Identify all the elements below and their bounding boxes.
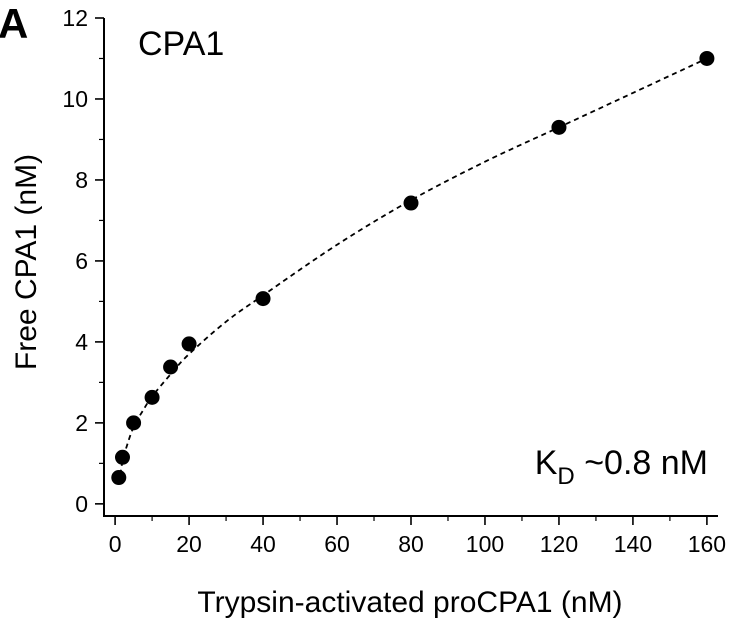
y-axis-title: Free CPA1 (nM)	[10, 154, 43, 370]
data-point	[255, 291, 271, 307]
data-point	[163, 359, 179, 375]
x-tick-label: 60	[324, 531, 350, 557]
kd-annotation-main: K	[535, 444, 558, 482]
x-tick-label: 140	[614, 531, 652, 557]
fit-curve	[117, 57, 708, 484]
x-axis-title: Trypsin-activated proCPA1 (nM)	[197, 586, 622, 619]
data-point	[114, 449, 130, 465]
x-tick-label: 100	[466, 531, 504, 557]
y-tick-label: 10	[62, 86, 88, 112]
data-points	[111, 50, 715, 486]
y-tick-label: 6	[75, 248, 88, 274]
y-tick-label: 12	[62, 5, 88, 31]
x-tick-label: 120	[540, 531, 578, 557]
data-point	[126, 415, 142, 431]
data-point	[144, 389, 160, 405]
kd-annotation-subscript: D	[557, 463, 574, 490]
panel-label: A	[0, 0, 28, 47]
y-tick-label: 2	[75, 410, 88, 436]
x-tick-label: 40	[250, 531, 276, 557]
data-point	[111, 470, 127, 486]
kd-annotation: KD ~0.8 nM	[535, 444, 708, 490]
data-point	[403, 195, 419, 211]
x-tick-label: 20	[176, 531, 202, 557]
x-tick-label: 160	[688, 531, 726, 557]
y-tick-label: 8	[75, 167, 88, 193]
kd-annotation-value: ~0.8 nM	[575, 444, 708, 482]
data-point	[551, 119, 567, 135]
y-tick-label: 4	[75, 329, 88, 355]
x-tick-label: 80	[398, 531, 424, 557]
x-tick-label: 0	[109, 531, 122, 557]
data-point	[181, 336, 197, 352]
y-tick-label: 0	[75, 491, 88, 517]
data-point	[699, 50, 715, 66]
chart-title: CPA1	[138, 25, 224, 63]
